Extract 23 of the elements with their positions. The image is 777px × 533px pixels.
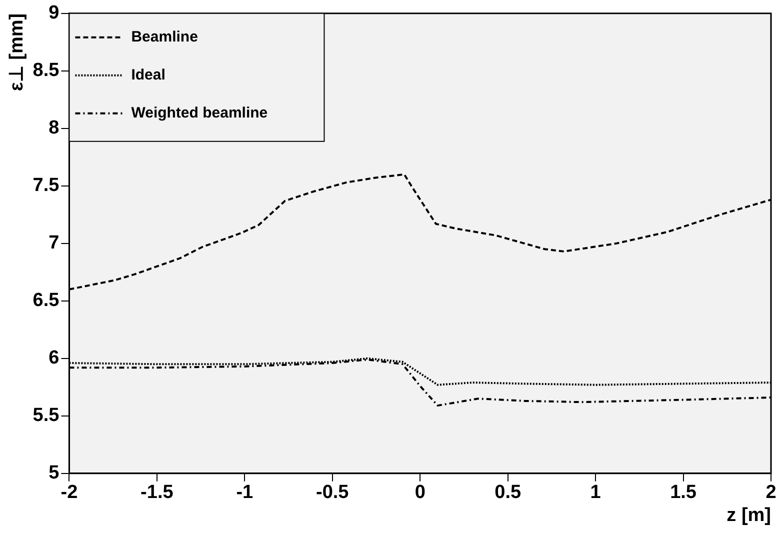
- y-tick-label: 7.5: [32, 175, 60, 196]
- y-tick-label: 5: [48, 462, 60, 484]
- y-tick-label: 8: [48, 118, 60, 139]
- legend-label: Weighted beamline: [131, 104, 268, 122]
- y-tick-label: 9: [48, 2, 60, 24]
- x-tick-label: 0: [414, 482, 426, 504]
- x-tick-label: 1: [590, 482, 602, 504]
- y-axis-title: ε⊥ [mm]: [6, 13, 28, 92]
- y-tick-label: 7: [48, 232, 60, 254]
- y-tick-label: 5.5: [32, 405, 60, 426]
- x-tick-label: -2: [60, 482, 78, 504]
- x-tick-label: -1: [236, 482, 254, 504]
- y-tick-label: 6.5: [32, 290, 60, 312]
- x-tick-label: 0.5: [494, 482, 522, 504]
- x-tick-label: 2: [766, 482, 776, 504]
- legend-label: Beamline: [131, 28, 198, 46]
- y-tick-label: 8.5: [32, 60, 60, 82]
- x-axis-title: z [m]: [726, 504, 771, 526]
- x-tick-label: -0.5: [316, 482, 350, 504]
- x-tick-label: -1.5: [140, 482, 174, 504]
- y-tick-label: 6: [48, 348, 60, 369]
- legend-label: Ideal: [131, 66, 166, 84]
- x-tick-label: 1.5: [670, 482, 697, 504]
